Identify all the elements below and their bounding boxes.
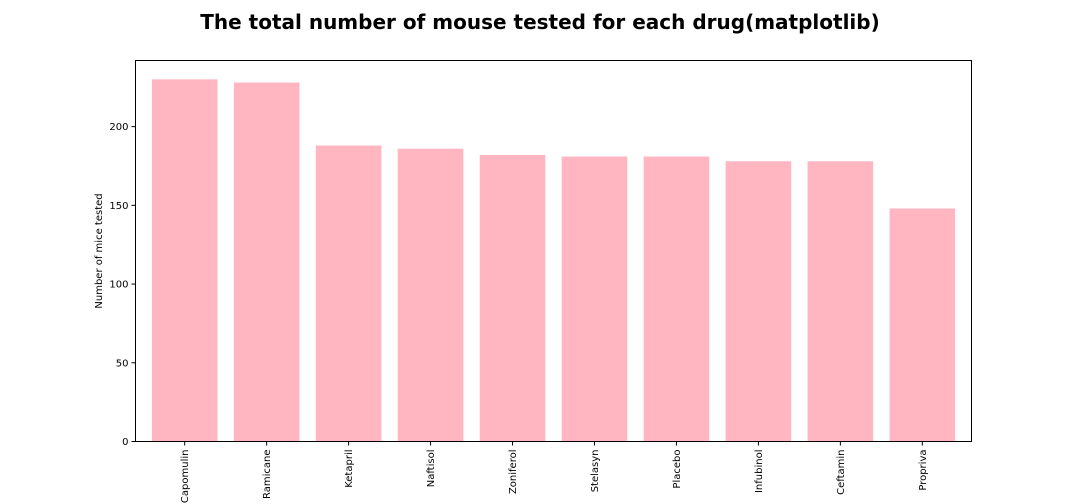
y-tick-label: 50: [116, 358, 129, 369]
plot-frame: [135, 60, 972, 442]
y-tick-label: 0: [122, 437, 128, 448]
x-tick-label: Placebo: [672, 450, 683, 489]
x-tick-label: Ketapril: [344, 450, 355, 488]
x-tick-label: Propriva: [918, 450, 929, 491]
bar-propriva: [889, 208, 956, 442]
bar-ketapril: [315, 145, 382, 442]
bar-stelasyn: [561, 156, 628, 442]
x-tick-label: Zoniferol: [508, 450, 519, 495]
x-axis-ticks: Capomulin Ramicane Ketapril Naftisol Zonifer…: [180, 441, 929, 504]
x-tick-label: Ceftamin: [836, 450, 847, 495]
bar-placebo: [643, 156, 710, 442]
bar-capomulin: [151, 79, 218, 442]
bar-ceftamin: [807, 161, 874, 442]
x-tick-label: Ramicane: [262, 450, 273, 500]
bar-infubinol: [725, 161, 792, 442]
y-axis-label: Number of mice tested: [94, 193, 105, 308]
x-tick-label: Capomulin: [180, 450, 191, 504]
bars-group: [151, 79, 956, 442]
bar-naftisol: [397, 148, 464, 442]
bar-ramicane: [233, 82, 300, 442]
x-tick-label: Naftisol: [426, 450, 437, 488]
y-tick-label: 150: [109, 201, 128, 212]
bar-zoniferol: [479, 154, 546, 442]
y-tick-label: 100: [109, 280, 128, 291]
x-tick-label: Stelasyn: [590, 450, 601, 493]
y-tick-label: 200: [109, 122, 128, 133]
y-axis-ticks: 0 50 100 150 200: [109, 122, 136, 448]
chart-title: The total number of mouse tested for eac…: [200, 10, 880, 34]
x-tick-label: Infubinol: [754, 450, 765, 494]
